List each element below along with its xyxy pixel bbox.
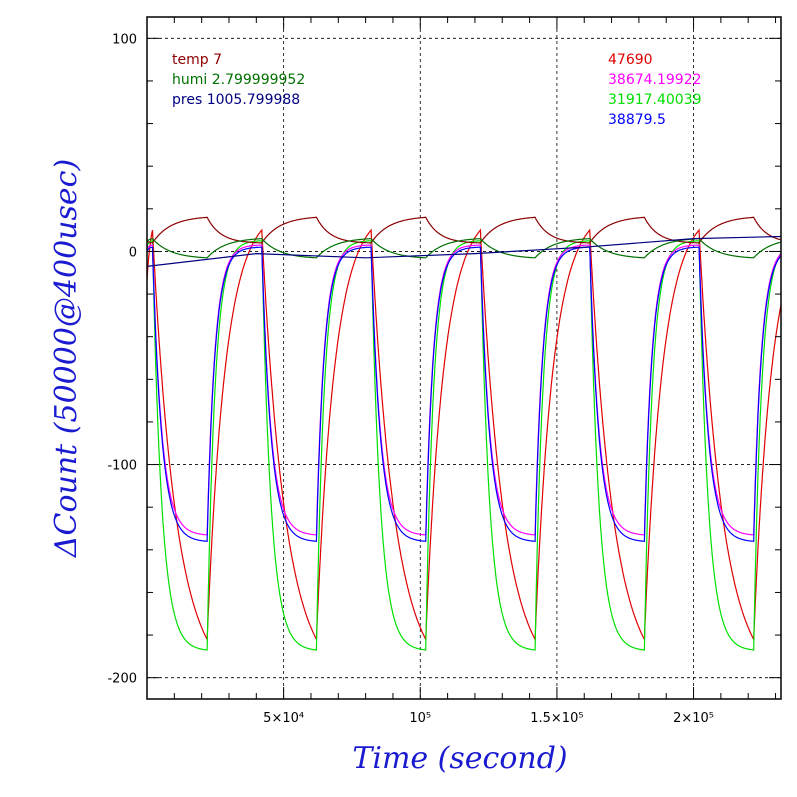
series-line-3 xyxy=(146,246,782,543)
legend-left-item-2: pres 1005.799988 xyxy=(172,92,300,108)
grid-lines xyxy=(147,17,781,699)
legend-right-item-2: 31917.40039 xyxy=(608,92,702,108)
axis-ticks: 5×10⁴ 10⁵ 1.5×10⁵ 2×10⁵ 100 0 -100 -200 xyxy=(107,17,781,726)
y-tick-label-3: -200 xyxy=(107,672,137,687)
series-line-5 xyxy=(146,237,782,259)
series-lines xyxy=(146,216,782,651)
legend: temp 7 humi 2.799999952 pres 1005.799988 47… xyxy=(172,52,702,128)
series-line-1 xyxy=(146,240,782,651)
x-tick-label-3: 2×10⁵ xyxy=(673,711,714,726)
y-axis-label: ΔCount (50000@400usec) xyxy=(49,159,84,558)
x-tick-label-1: 10⁵ xyxy=(409,711,431,726)
y-tick-label-2: -100 xyxy=(107,459,137,474)
series-line-6 xyxy=(146,235,782,267)
legend-right-item-0: 47690 xyxy=(608,52,653,68)
y-tick-label-1: 0 xyxy=(129,245,137,260)
legend-right-item-3: 38879.5 xyxy=(608,112,666,128)
x-tick-label-2: 1.5×10⁵ xyxy=(530,711,583,726)
plot-frame xyxy=(146,16,782,700)
legend-left-item-0: temp 7 xyxy=(172,52,222,68)
x-axis-label: Time (second) xyxy=(352,741,567,776)
y-tick-label-0: 100 xyxy=(112,32,137,47)
legend-left-item-1: humi 2.799999952 xyxy=(172,72,305,88)
x-tick-label-0: 5×10⁴ xyxy=(263,711,304,726)
series-line-4 xyxy=(146,216,782,244)
legend-right-item-1: 38674.19922 xyxy=(608,72,702,88)
series-line-2 xyxy=(146,244,782,536)
series-line-0 xyxy=(146,228,782,642)
